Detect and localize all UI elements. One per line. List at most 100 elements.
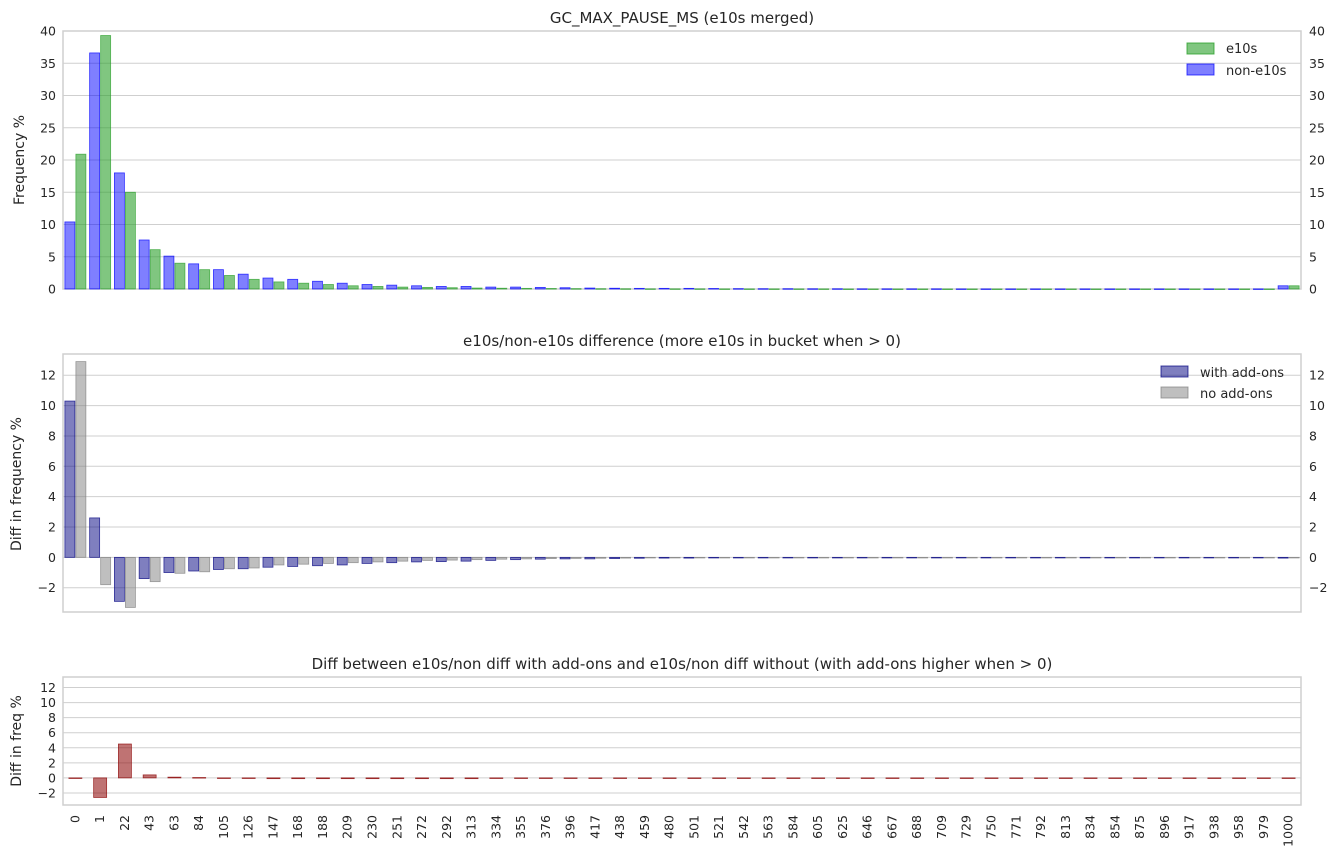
- y-tick-label-right: 10: [1309, 217, 1325, 232]
- x-tick-label: 1: [92, 815, 107, 823]
- bar-with-add-ons-16: [460, 556, 472, 562]
- bar-no-add-ons-48: [1263, 556, 1275, 559]
- bar-with-add-ons-3: [138, 556, 150, 580]
- bar-with-add-ons-36: [955, 556, 967, 559]
- bar-e10s-30: [818, 288, 830, 290]
- x-tick-label: 376: [538, 815, 553, 839]
- panel-3: Diff between e10s/non diff with add-ons …: [9, 655, 1302, 847]
- x-tick-label: 501: [686, 815, 701, 839]
- bar-diff-3: [142, 774, 157, 779]
- bar-e10s-16: [471, 287, 483, 290]
- bar-e10s-34: [917, 288, 929, 290]
- bar-diff-10: [316, 777, 330, 780]
- bar-diff-41: [1083, 777, 1098, 779]
- bar-no-add-ons-9: [298, 556, 310, 565]
- bar-non-e10s-8: [262, 277, 274, 290]
- x-tick-label: 105: [216, 815, 231, 839]
- bar-no-add-ons-6: [224, 556, 235, 570]
- bar-no-add-ons-20: [570, 556, 582, 559]
- bar-diff-8: [266, 777, 281, 780]
- bar-e10s-7: [248, 278, 260, 290]
- bar-non-e10s-31: [832, 288, 843, 290]
- y-tick-label-right: 20: [1309, 153, 1325, 168]
- bar-with-add-ons-17: [485, 556, 497, 561]
- panel-1-bars: [64, 35, 1300, 290]
- panel-3-bars: [68, 743, 1296, 798]
- bar-e10s-23: [644, 288, 656, 290]
- bar-no-add-ons-15: [446, 556, 458, 561]
- bar-no-add-ons-22: [620, 556, 631, 559]
- bar-with-add-ons-23: [633, 556, 645, 559]
- legend-swatch-e10s: [1186, 42, 1215, 55]
- x-tick-label: 854: [1107, 815, 1122, 839]
- bar-diff-31: [836, 777, 850, 779]
- bar-no-add-ons-33: [892, 556, 904, 559]
- bar-diff-40: [1058, 777, 1073, 779]
- bar-diff-28: [761, 777, 776, 779]
- bar-no-add-ons-44: [1164, 556, 1176, 559]
- bar-non-e10s-1: [89, 52, 101, 290]
- bar-non-e10s-14: [411, 285, 422, 290]
- bar-e10s-45: [1189, 288, 1201, 290]
- panel-2-legend: with add-ons no add-ons: [1160, 365, 1284, 402]
- bar-with-add-ons-0: [64, 400, 76, 558]
- x-tick-label: 688: [909, 815, 924, 839]
- bar-diff-49: [1281, 777, 1296, 779]
- bar-e10s-48: [1263, 288, 1275, 290]
- bar-diff-11: [340, 777, 355, 780]
- bar-non-e10s-16: [460, 286, 472, 290]
- x-tick-label: 938: [1206, 815, 1221, 839]
- bar-non-e10s-24: [658, 287, 670, 290]
- y-tick-label: −2: [38, 785, 56, 800]
- bar-no-add-ons-13: [397, 556, 409, 562]
- bar-diff-12: [365, 777, 380, 780]
- bar-non-e10s-25: [683, 287, 695, 290]
- x-tick-label: 480: [662, 815, 677, 839]
- bar-diff-32: [860, 777, 875, 779]
- bar-diff-39: [1034, 777, 1048, 779]
- bar-with-add-ons-28: [757, 556, 769, 559]
- bar-no-add-ons-35: [942, 556, 953, 559]
- bar-diff-30: [811, 777, 826, 779]
- bar-e10s-13: [397, 286, 409, 290]
- bar-non-e10s-18: [510, 286, 521, 290]
- bar-e10s-47: [1239, 288, 1250, 290]
- bar-e10s-4: [174, 262, 186, 290]
- x-tick-label: 209: [340, 815, 355, 839]
- bar-e10s-37: [991, 288, 1003, 290]
- x-tick-label: 792: [1033, 815, 1048, 839]
- bar-diff-20: [563, 777, 578, 779]
- bar-e10s-43: [1140, 288, 1151, 290]
- bar-no-add-ons-31: [843, 556, 854, 559]
- panel-2: e10s/non-e10s difference (more e10s in b…: [9, 332, 1327, 613]
- bar-e10s-6: [224, 275, 235, 290]
- bar-with-add-ons-25: [683, 556, 695, 559]
- bar-non-e10s-36: [955, 288, 967, 290]
- bar-diff-6: [217, 777, 231, 779]
- y-tick-label: 0: [48, 770, 56, 785]
- x-tick-label: 147: [265, 815, 280, 839]
- bar-with-add-ons-22: [609, 556, 620, 559]
- bar-with-add-ons-48: [1252, 556, 1264, 559]
- bar-e10s-40: [1065, 288, 1077, 290]
- bar-non-e10s-28: [757, 288, 769, 290]
- x-tick-label: 459: [637, 815, 652, 839]
- y-tick-label: 6: [48, 725, 56, 740]
- bar-non-e10s-42: [1104, 288, 1116, 290]
- bar-non-e10s-21: [584, 287, 596, 290]
- bar-non-e10s-48: [1252, 288, 1264, 290]
- bar-with-add-ons-47: [1228, 556, 1239, 559]
- bar-with-add-ons-21: [584, 556, 596, 560]
- bar-no-add-ons-10: [323, 556, 334, 564]
- panel-1-title: GC_MAX_PAUSE_MS (e10s merged): [550, 9, 814, 28]
- bar-e10s-5: [199, 269, 211, 290]
- legend-label-no-add-ons: no add-ons: [1200, 387, 1273, 402]
- x-tick-label: 521: [711, 815, 726, 839]
- x-tick-label: 396: [563, 815, 578, 839]
- y-tick-label: 20: [40, 153, 56, 168]
- y-tick-label-right: −2: [1309, 580, 1327, 595]
- bar-no-add-ons-43: [1140, 556, 1151, 559]
- bar-non-e10s-40: [1054, 288, 1066, 290]
- bar-diff-22: [613, 777, 627, 779]
- bar-diff-38: [1009, 777, 1024, 779]
